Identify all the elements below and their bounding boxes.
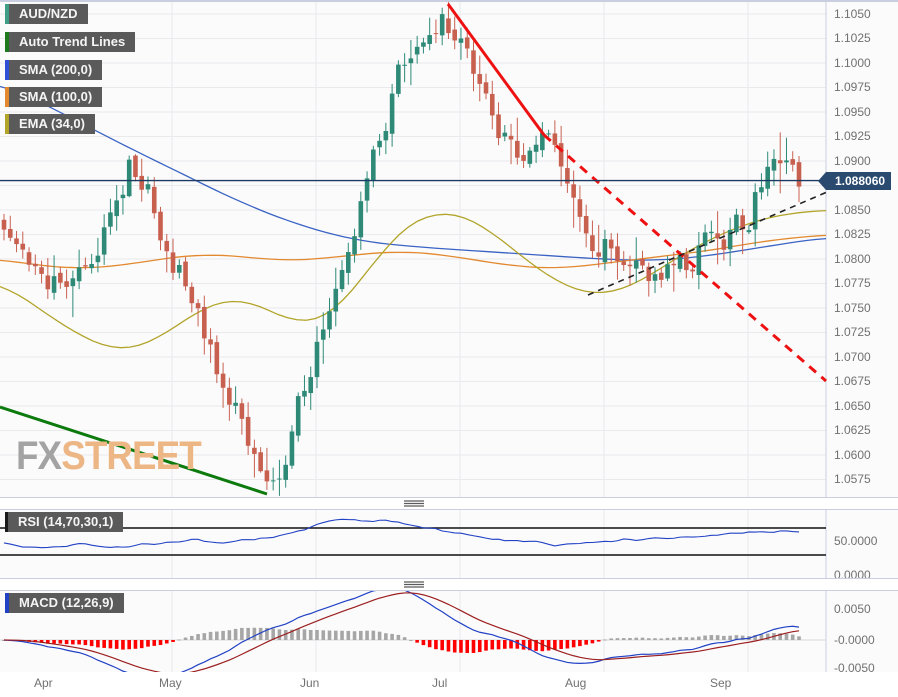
svg-text:-0.0000: -0.0000: [834, 633, 875, 647]
svg-text:1.0675: 1.0675: [834, 374, 871, 388]
svg-text:50.0000: 50.0000: [834, 534, 878, 548]
svg-text:-0.0050: -0.0050: [834, 661, 875, 672]
svg-text:1.0750: 1.0750: [834, 301, 871, 315]
svg-text:1.1025: 1.1025: [834, 31, 871, 45]
svg-text:1.0975: 1.0975: [834, 80, 871, 94]
svg-text:1.0775: 1.0775: [834, 276, 871, 290]
svg-text:1.0825: 1.0825: [834, 227, 871, 241]
svg-text:1.0700: 1.0700: [834, 350, 871, 364]
svg-text:1.0575: 1.0575: [834, 472, 871, 486]
svg-text:0.0050: 0.0050: [834, 602, 871, 616]
svg-text:1.0625: 1.0625: [834, 423, 871, 437]
svg-text:1.0725: 1.0725: [834, 325, 871, 339]
svg-text:1.0950: 1.0950: [834, 105, 871, 119]
svg-text:1.1050: 1.1050: [834, 7, 871, 21]
svg-text:1.1000: 1.1000: [834, 56, 871, 70]
svg-text:1.0650: 1.0650: [834, 399, 871, 413]
svg-text:1.0925: 1.0925: [834, 129, 871, 143]
svg-text:1.0600: 1.0600: [834, 448, 871, 462]
svg-text:1.0900: 1.0900: [834, 154, 871, 168]
svg-text:0.0000: 0.0000: [834, 568, 871, 578]
svg-text:1.0800: 1.0800: [834, 252, 871, 266]
svg-text:1.0850: 1.0850: [834, 203, 871, 217]
